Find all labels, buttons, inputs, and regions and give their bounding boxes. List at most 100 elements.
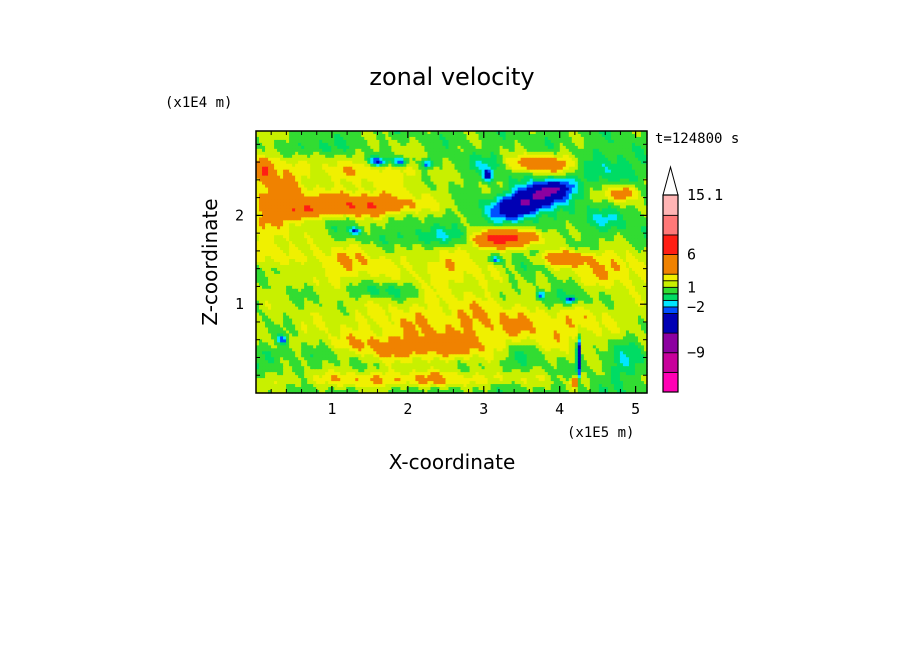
- contour-cell: [265, 142, 269, 147]
- contour-cell: [523, 229, 528, 233]
- contour-cell: [271, 160, 275, 165]
- contour-cell: [592, 205, 597, 210]
- contour-cell: [616, 193, 621, 198]
- contour-cell: [394, 244, 398, 248]
- contour-cell: [589, 181, 594, 186]
- contour-cell: [283, 131, 287, 135]
- contour-cell: [286, 226, 290, 230]
- contour-cell: [586, 160, 591, 165]
- contour-cell: [289, 178, 293, 183]
- contour-cell: [619, 187, 624, 192]
- contour-cell: [592, 172, 597, 177]
- contour-cell: [466, 205, 471, 210]
- contour-cell: [466, 142, 471, 147]
- contour-cell: [640, 199, 645, 204]
- contour-cell: [577, 190, 582, 195]
- contour-cell: [304, 205, 308, 210]
- contour-cell: [466, 214, 471, 218]
- contour-cell: [322, 169, 326, 174]
- time-label: t=124800 s: [655, 131, 739, 147]
- contour-cell: [262, 208, 266, 212]
- contour-cell: [346, 139, 350, 144]
- contour-cell: [499, 154, 504, 159]
- contour-cell: [514, 226, 519, 230]
- contour-cell: [517, 211, 522, 215]
- contour-cell: [391, 229, 395, 233]
- contour-cell: [394, 178, 398, 183]
- contour-cell: [589, 232, 594, 236]
- contour-cell: [556, 169, 561, 174]
- contour-cell: [403, 232, 407, 236]
- contour-cell: [355, 136, 359, 141]
- contour-cell: [355, 151, 359, 156]
- contour-cell: [301, 175, 305, 180]
- contour-cell: [430, 202, 435, 207]
- contour-cell: [460, 181, 465, 186]
- contour-cell: [364, 229, 368, 233]
- contour-cell: [292, 163, 296, 168]
- contour-cell: [580, 139, 585, 144]
- contour-cell: [298, 163, 302, 168]
- contour-cell: [433, 181, 438, 186]
- contour-cell: [481, 202, 486, 207]
- contour-cell: [511, 133, 516, 138]
- contour-cell: [340, 175, 344, 180]
- contour-cell: [277, 235, 281, 239]
- contour-cell: [520, 175, 525, 180]
- contour-cell: [445, 131, 450, 135]
- contour-cell: [292, 223, 296, 227]
- contour-cell: [457, 208, 462, 212]
- contour-cell: [481, 214, 486, 218]
- contour-cell: [595, 208, 600, 212]
- contour-cell: [586, 151, 591, 156]
- contour-cell: [511, 136, 516, 141]
- contour-cell: [589, 178, 594, 183]
- contour-cell: [379, 136, 383, 141]
- contour-cell: [610, 223, 615, 227]
- contour-cell: [358, 211, 362, 215]
- contour-cell: [346, 154, 350, 159]
- contour-cell: [523, 223, 528, 227]
- contour-cell: [418, 163, 423, 168]
- contour-cell: [379, 172, 383, 177]
- contour-cell: [361, 175, 365, 180]
- contour-cell: [532, 163, 537, 168]
- contour-cell: [256, 184, 260, 189]
- contour-cell: [625, 196, 630, 201]
- contour-cell: [490, 214, 495, 218]
- contour-cell: [481, 223, 486, 227]
- contour-cell: [601, 235, 606, 239]
- contour-cell: [562, 142, 567, 147]
- contour-cell: [349, 214, 353, 218]
- contour-cell: [499, 139, 504, 144]
- contour-cell: [265, 202, 269, 207]
- contour-cell: [580, 211, 585, 215]
- contour-cell: [370, 223, 374, 227]
- contour-cell: [625, 235, 630, 239]
- contour-cell: [523, 142, 528, 147]
- contour-cell: [556, 163, 561, 168]
- contour-cell: [478, 220, 483, 224]
- contour-cell: [322, 199, 326, 204]
- contour-cell: [388, 220, 392, 224]
- contour-cell: [583, 148, 588, 153]
- contour-cell: [544, 214, 549, 218]
- contour-cell: [466, 178, 471, 183]
- contour-cell: [337, 175, 341, 180]
- contour-cell: [610, 139, 615, 144]
- contour-cell: [493, 160, 498, 165]
- contour-cell: [460, 139, 465, 144]
- contour-cell: [418, 235, 423, 239]
- contour-cell: [535, 205, 540, 210]
- contour-cell: [370, 187, 374, 192]
- contour-cell: [460, 208, 465, 212]
- contour-cell: [553, 160, 558, 165]
- contour-cell: [559, 190, 564, 195]
- contour-cell: [316, 142, 320, 147]
- contour-cell: [547, 166, 552, 171]
- contour-cell: [451, 169, 456, 174]
- contour-cell: [385, 142, 389, 147]
- contour-cell: [343, 229, 347, 233]
- contour-cell: [631, 154, 636, 159]
- contour-cell: [379, 148, 383, 153]
